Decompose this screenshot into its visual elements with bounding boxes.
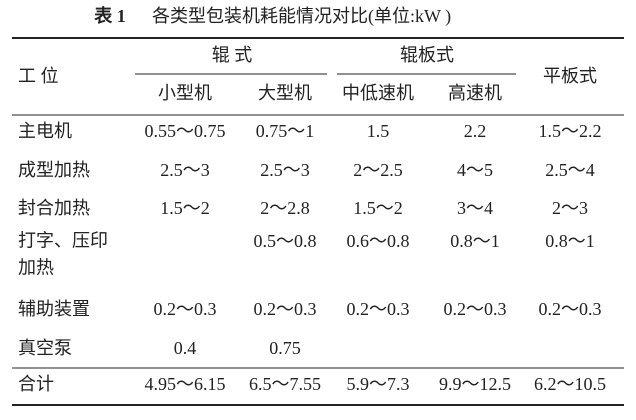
cell: 0.2～0.3	[154, 299, 217, 319]
sub-header: 中低速机	[342, 83, 414, 103]
cell: 3～4	[457, 198, 493, 218]
cell: 4～5	[457, 160, 493, 180]
corner-header: 工 位	[18, 66, 59, 86]
cell: 1.5	[367, 121, 390, 141]
cell: 1.5～2	[353, 198, 403, 218]
cell: 0.55～0.75	[145, 121, 226, 141]
sub-header: 大型机	[258, 83, 312, 103]
row-label: 合计	[18, 374, 54, 394]
row-label: 封合加热	[18, 198, 90, 218]
group-header: 平板式	[543, 66, 597, 86]
cell: 0.75	[269, 338, 301, 358]
group-header: 辊 式	[212, 45, 253, 65]
cell: 0.2～0.3	[254, 299, 317, 319]
row-label: 成型加热	[18, 160, 90, 180]
cell: 2～2.5	[353, 160, 403, 180]
cell: 0.5～0.8	[254, 231, 317, 251]
cell: 0.75～1	[256, 121, 315, 141]
cell: 2～2.8	[260, 198, 310, 218]
cell: 9.9～12.5	[439, 374, 511, 394]
cell: 2.2	[464, 121, 487, 141]
sub-header: 高速机	[448, 83, 502, 103]
table-title: 各类型包装机耗能情况对比(单位:kW )	[152, 6, 451, 27]
cell: 6.5～7.55	[249, 374, 321, 394]
row-label: 主电机	[18, 121, 72, 141]
cell: 0.2～0.3	[347, 299, 410, 319]
group-header: 辊板式	[400, 45, 454, 65]
cell: 2.5～3	[260, 160, 310, 180]
cell: 0.6～0.8	[347, 231, 410, 251]
sub-header: 小型机	[158, 83, 212, 103]
cell: 0.8～1	[545, 231, 595, 251]
cell: 1.5～2	[160, 198, 210, 218]
cell: 5.9～7.3	[347, 374, 410, 394]
cell: 2～3	[552, 198, 588, 218]
cell: 0.4	[174, 338, 197, 358]
cell: 0.8～1	[450, 231, 500, 251]
cell: 6.2～10.5	[534, 374, 606, 394]
table-number: 表 1	[94, 5, 126, 26]
row-label: 真空泵	[18, 338, 72, 358]
cell: 0.2～0.3	[444, 299, 507, 319]
cell: 0.2～0.3	[539, 299, 602, 319]
cell: 2.5～4	[545, 160, 595, 180]
cell: 4.95～6.15	[145, 374, 226, 394]
row-label: 打字、压印	[18, 231, 108, 251]
cell: 1.5～2.2	[539, 121, 602, 141]
row-label: 辅助装置	[18, 299, 90, 319]
row-label: 加热	[18, 258, 54, 278]
cell: 2.5～3	[160, 160, 210, 180]
